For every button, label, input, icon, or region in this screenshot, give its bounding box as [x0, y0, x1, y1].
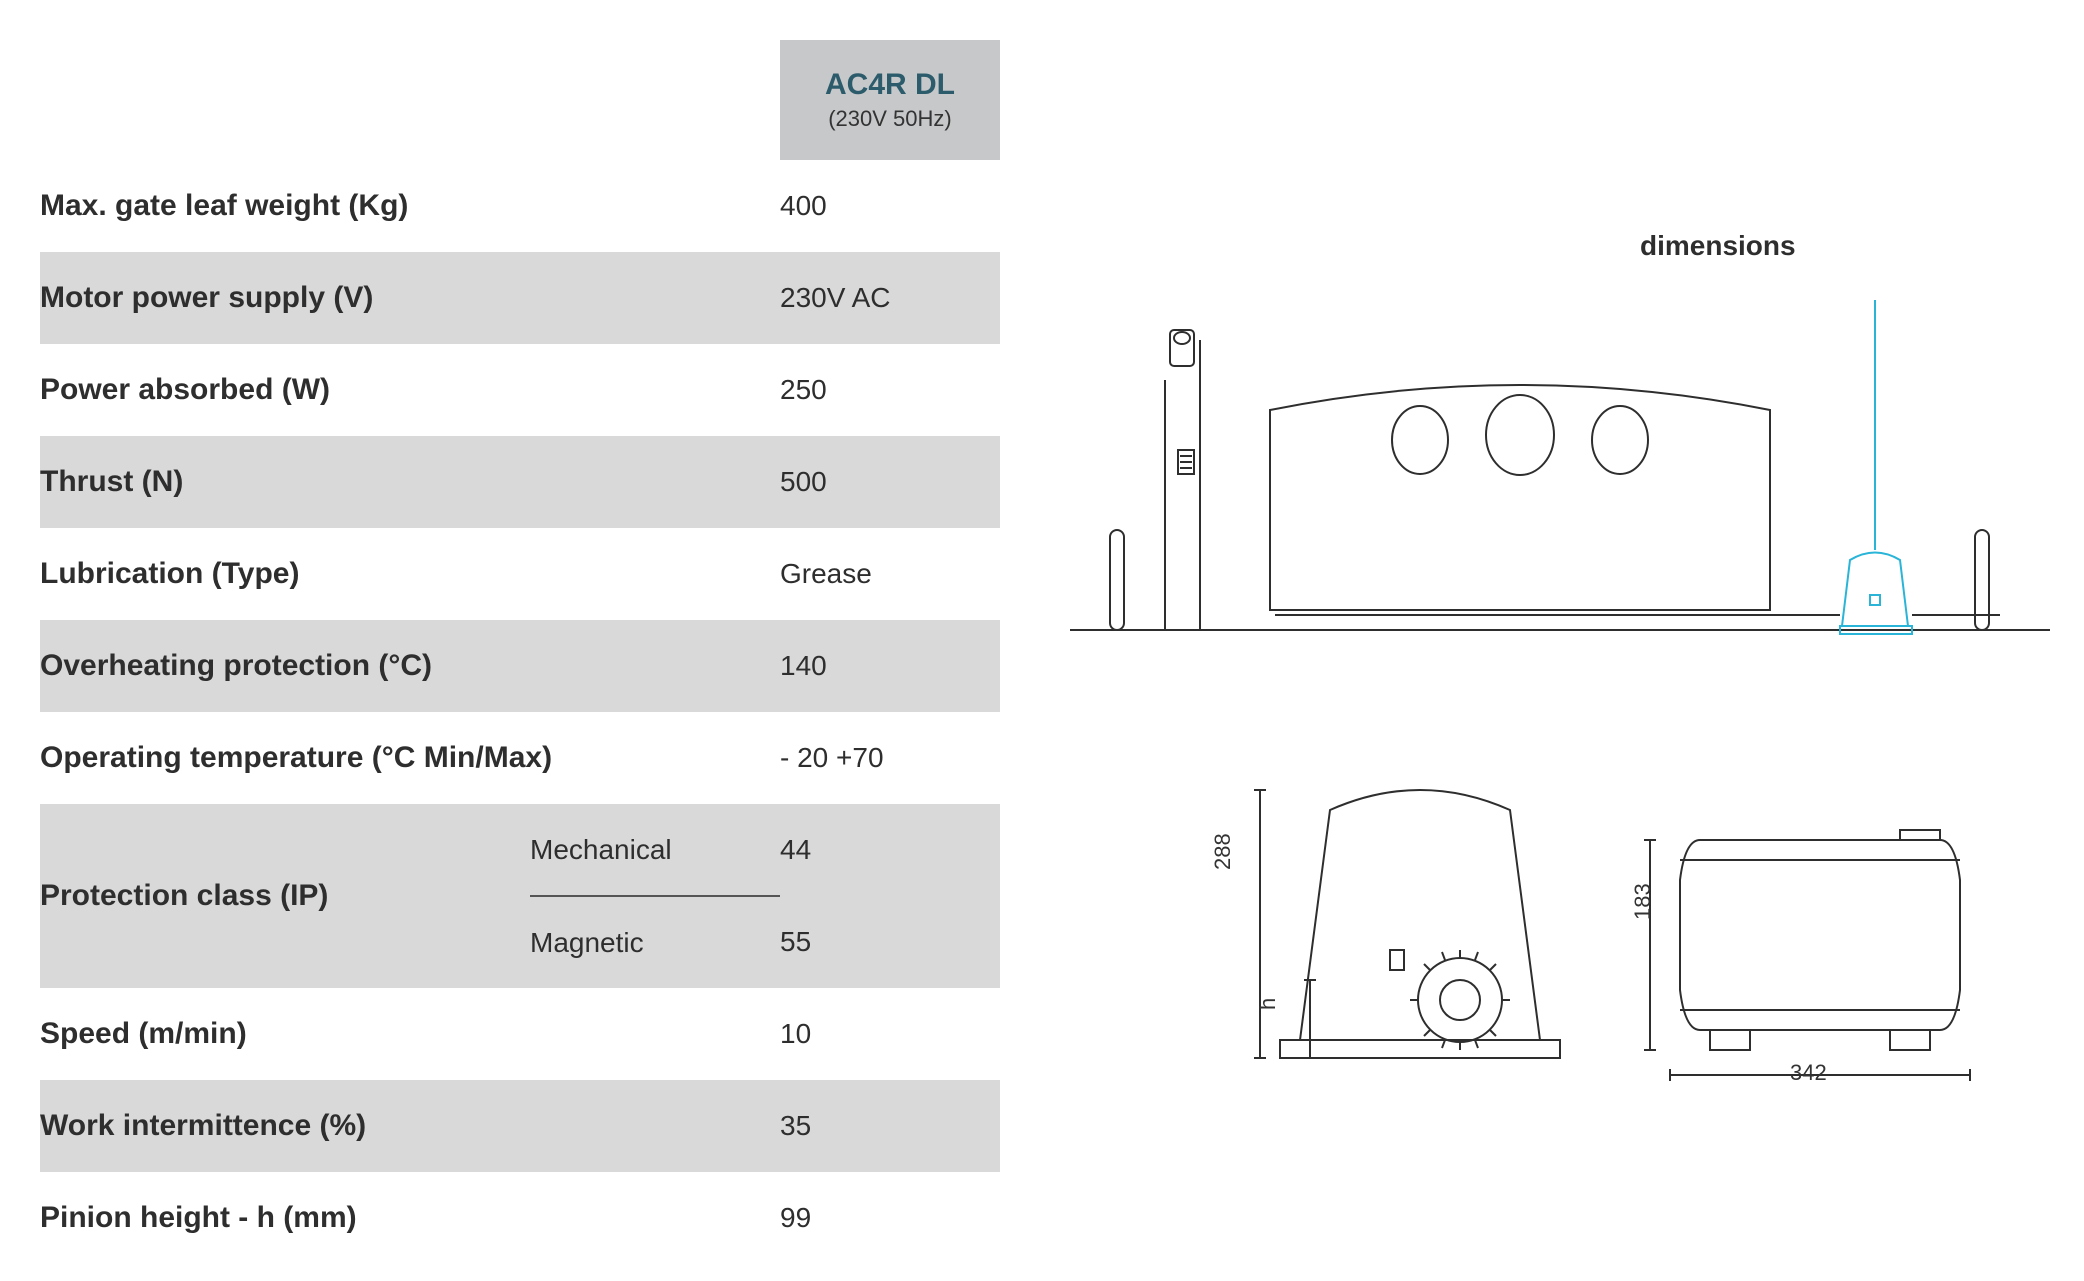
spec-value: 55	[780, 896, 1000, 988]
spec-value: Grease	[780, 528, 1000, 620]
dimensions-label: dimensions	[1640, 230, 1796, 262]
spec-label: Power absorbed (W)	[40, 344, 780, 436]
spec-label: Operating temperature (°C Min/Max)	[40, 712, 780, 804]
spec-label: Work intermittence (%)	[40, 1080, 780, 1172]
dim-183: 183	[1630, 883, 1656, 920]
spec-label: Speed (m/min)	[40, 988, 780, 1080]
spec-value: 230V AC	[780, 252, 1000, 344]
spec-value: 250	[780, 344, 1000, 436]
spec-value: 10	[780, 988, 1000, 1080]
spec-sublabel: Magnetic	[530, 896, 780, 988]
spec-value: 44	[780, 804, 1000, 896]
spec-value: 35	[780, 1080, 1000, 1172]
spec-value: - 20 +70	[780, 712, 1000, 804]
spec-value: 99	[780, 1172, 1000, 1264]
model-header: AC4R DL (230V 50Hz)	[780, 40, 1000, 160]
gate-installation-diagram	[1070, 300, 2050, 680]
spec-label: Thrust (N)	[40, 436, 780, 528]
spec-label: Protection class (IP)	[40, 804, 530, 988]
model-subtitle: (230V 50Hz)	[780, 106, 1000, 132]
motor-dimensions-diagram	[1200, 780, 2020, 1130]
spec-label: Max. gate leaf weight (Kg)	[40, 160, 780, 252]
dim-h: h	[1255, 998, 1281, 1010]
spec-label: Overheating protection (°C)	[40, 620, 780, 712]
spec-label: Pinion height - h (mm)	[40, 1172, 780, 1264]
spec-value: 400	[780, 160, 1000, 252]
spec-label: Motor power supply (V)	[40, 252, 780, 344]
dim-342: 342	[1790, 1060, 1827, 1086]
spec-label: Lubrication (Type)	[40, 528, 780, 620]
spec-value: 140	[780, 620, 1000, 712]
spec-value: 500	[780, 436, 1000, 528]
dim-288: 288	[1210, 833, 1236, 870]
spec-table: AC4R DL (230V 50Hz) Max. gate leaf weigh…	[40, 40, 1000, 1264]
spec-sublabel: Mechanical	[530, 804, 780, 896]
model-name: AC4R DL	[780, 68, 1000, 102]
